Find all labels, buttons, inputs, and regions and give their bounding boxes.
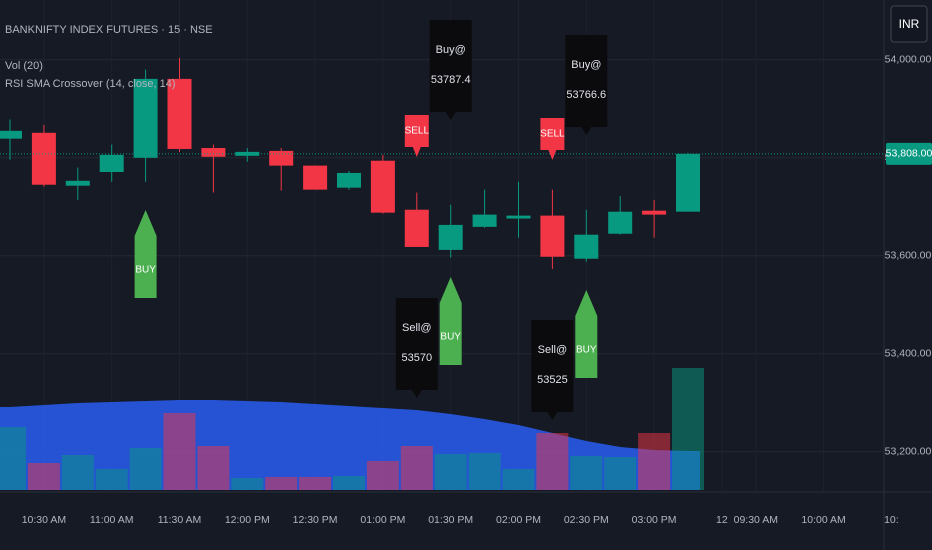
candle-body — [235, 151, 260, 156]
x-tick-label: 12:30 PM — [293, 514, 338, 526]
x-tick-label: 10: — [884, 514, 899, 526]
candle-body — [337, 172, 361, 188]
candle-body — [540, 215, 565, 257]
y-tick-label: 54,000.00 — [885, 54, 932, 66]
indicator-label: Vol (20) — [5, 60, 43, 72]
candle-body — [201, 147, 226, 157]
x-tick-label: 01:30 PM — [428, 514, 473, 526]
candle-body — [676, 153, 700, 212]
volume-bar — [468, 453, 501, 490]
info-price: 53787.4 — [431, 74, 471, 86]
axes: 53,200.0053,400.0053,600.0053,800.0054,0… — [22, 54, 932, 526]
x-tick-label: 10:30 AM — [22, 514, 66, 526]
chart-title: BANKNIFTY INDEX FUTURES · 15 · NSE — [5, 24, 213, 36]
volume-bar — [129, 448, 162, 490]
y-tick-label: 53,600.00 — [885, 250, 932, 262]
volume-bar — [0, 427, 26, 490]
x-tick-label: 11:00 AM — [90, 514, 134, 526]
buy-label: BUY — [576, 345, 597, 356]
info-box — [531, 320, 574, 420]
candle-body — [404, 209, 429, 247]
info-box — [565, 35, 608, 135]
volume-bar — [536, 433, 569, 490]
info-label: Sell@ — [538, 344, 568, 356]
info-label: Buy@ — [571, 59, 601, 71]
info-label: Sell@ — [402, 322, 432, 334]
volume-bar — [163, 413, 196, 490]
candle-body — [472, 214, 497, 227]
x-tick-label: 12 — [716, 514, 728, 526]
candle-body — [133, 78, 158, 158]
volume-bar — [231, 478, 264, 490]
info-price: 53570 — [402, 352, 433, 364]
x-tick-label: 03:00 PM — [632, 514, 677, 526]
y-tick-label: 53,400.00 — [885, 348, 932, 360]
x-tick-label: 09:30 AM — [734, 514, 778, 526]
info-box — [395, 298, 438, 398]
volume-bar — [604, 457, 637, 490]
volume-bar — [570, 456, 603, 490]
volume-bar — [299, 477, 332, 490]
sell-label: SELL — [540, 129, 565, 140]
volume-bar — [95, 469, 128, 490]
buy-marker — [575, 290, 598, 378]
sell-label: SELL — [405, 126, 430, 137]
x-tick-label: 01:00 PM — [360, 514, 405, 526]
candle-body — [167, 78, 192, 149]
volume-bar — [434, 454, 467, 490]
candle-body — [608, 211, 633, 234]
x-tick-label: 11:30 AM — [158, 514, 202, 526]
candle-body — [642, 210, 667, 215]
candle-body — [65, 180, 90, 186]
candle-body — [370, 160, 395, 213]
candle-body — [438, 224, 463, 250]
volume-bar — [672, 368, 704, 490]
x-tick-label: 02:30 PM — [564, 514, 609, 526]
volume-bar — [638, 433, 671, 490]
candle-body — [99, 154, 124, 172]
candle-body — [269, 150, 294, 166]
volume-bar — [502, 469, 535, 490]
info-price: 53525 — [537, 374, 568, 386]
x-tick-label: 02:00 PM — [496, 514, 541, 526]
candle-body — [506, 215, 531, 219]
buy-marker — [439, 277, 462, 365]
candle-body — [0, 130, 22, 139]
candle-body — [574, 234, 599, 259]
x-tick-label: 12:00 PM — [225, 514, 270, 526]
candle-body — [303, 165, 328, 190]
y-tick-label: 53,200.00 — [885, 446, 932, 458]
candles — [0, 57, 884, 270]
indicator-label: RSI SMA Crossover (14, close, 14) — [5, 78, 176, 90]
last-price-label: 53,808.00 — [886, 148, 932, 160]
buy-marker — [134, 210, 157, 298]
currency-label[interactable]: INR — [899, 17, 920, 31]
info-label: Buy@ — [436, 44, 466, 56]
volume-pane — [0, 368, 704, 490]
volume-bar — [27, 463, 60, 490]
volume-bar — [265, 477, 298, 490]
sell-marker — [540, 118, 565, 160]
info-price: 53766.6 — [566, 89, 606, 101]
volume-bar — [333, 476, 365, 490]
volume-bar — [400, 446, 433, 490]
candle-body — [31, 132, 56, 185]
x-tick-label: 10:00 AM — [801, 514, 845, 526]
volume-bar — [61, 455, 94, 490]
last-price-box — [886, 142, 932, 165]
currency-button[interactable] — [890, 5, 928, 43]
signals: BUY SELL Buy@ 53787.4 BUY Sell@ 53570 SELL Buy@ 5… — [134, 20, 608, 420]
sell-marker — [404, 115, 429, 157]
buy-label: BUY — [440, 332, 461, 343]
volume-bar — [197, 446, 230, 490]
volume-bar — [366, 461, 399, 490]
buy-label: BUY — [135, 265, 156, 276]
info-box — [429, 20, 472, 120]
